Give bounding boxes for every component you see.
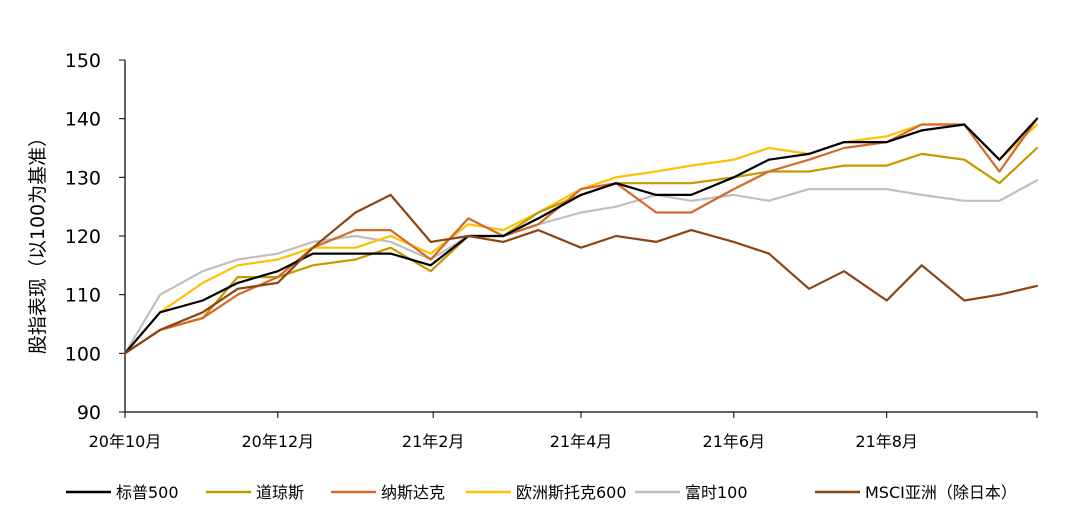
- x-tick-label: 21年8月: [855, 432, 918, 451]
- series-layer: [123, 117, 1039, 355]
- x-tick-label: 21年2月: [402, 432, 465, 451]
- x-tick-label: 20年10月: [89, 432, 162, 451]
- legend-item: MSCI亚洲（除日本）: [815, 483, 1017, 502]
- legend-item: 纳斯达克: [331, 483, 445, 502]
- x-tick-label: 21年6月: [703, 432, 766, 451]
- legend-label: 标普500: [116, 483, 179, 502]
- y-tick-label: 140: [65, 109, 101, 131]
- legend-item: 富时100: [635, 483, 748, 502]
- series-line: [123, 179, 1039, 355]
- series-line: [123, 117, 1039, 355]
- series-line: [123, 146, 1039, 355]
- series-line: [123, 123, 1039, 355]
- legend-label: 欧洲斯托克600: [516, 483, 627, 502]
- x-tick-label: 21年4月: [550, 432, 613, 451]
- legend-label: 道琼斯: [256, 483, 304, 502]
- legend-label: 富时100: [685, 483, 748, 502]
- y-tick-label: 150: [65, 50, 101, 72]
- y-axis: 90 100 110 120 130 140 150: [65, 50, 126, 424]
- legend-item: 欧洲斯托克600: [466, 483, 627, 502]
- legend-item: 标普500: [66, 483, 179, 502]
- y-tick-label: 100: [65, 343, 101, 365]
- y-tick-label: 90: [77, 402, 101, 424]
- legend: 标普500 道琼斯 纳斯达克 欧洲斯托克600 富时100 MSCI亚洲（除日本）: [66, 483, 1017, 502]
- y-tick-label: 120: [65, 226, 101, 248]
- x-axis: 20年10月 20年12月 21年2月 21年4月 21年6月 21年8月: [89, 411, 1038, 451]
- legend-label: MSCI亚洲（除日本）: [865, 483, 1017, 502]
- x-tick-label: 20年12月: [241, 432, 314, 451]
- y-tick-label: 130: [65, 167, 101, 189]
- series-line: [123, 193, 1039, 355]
- series-line: [123, 117, 1039, 355]
- legend-item: 道琼斯: [206, 483, 304, 502]
- legend-label: 纳斯达克: [381, 483, 445, 502]
- y-tick-label: 110: [65, 285, 101, 307]
- y-axis-title: 股指表现（以100为基准）: [27, 128, 49, 354]
